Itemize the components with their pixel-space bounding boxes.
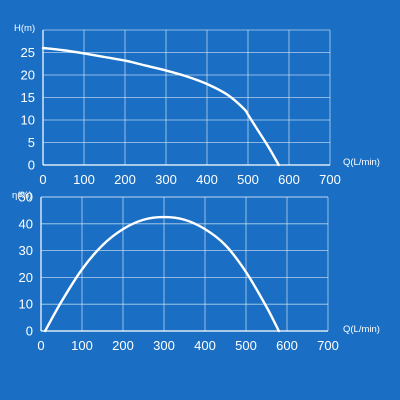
eff-y-axis-label: η(%) [12,190,32,201]
head-y-axis-label: H(m) [14,23,35,34]
head-y-tick-5: 5 [28,135,35,150]
head-x-tick-400: 400 [196,172,218,187]
eff-y-tick-10: 10 [19,297,33,312]
eff-y-tick-50: 50 [19,190,33,205]
head-x-axis-label: Q(L/min) [343,157,380,168]
head-chart: 0 100 200 300 400 500 600 700 0 5 10 15 20 25 H(m) Q(L/… [14,23,380,187]
eff-y-tick-0: 0 [26,324,33,339]
head-x-tick-700: 700 [319,172,341,187]
eff-x-tick-400: 400 [194,338,216,353]
efficiency-chart: 0 100 200 300 400 500 600 700 0 10 20 30 40 50η(%) Q(L… [12,190,380,354]
eff-x-tick-500: 500 [235,338,257,353]
head-x-tick-200: 200 [114,172,136,187]
eff-y-tick-20: 20 [19,270,33,285]
eff-curve-series-0 [43,215,280,333]
head-y-tick-15: 15 [21,90,35,105]
eff-x-tick-600: 600 [276,338,298,353]
head-x-tick-0: 0 [39,172,46,187]
head-y-tick-25: 25 [21,45,35,60]
eff-y-tick-40: 40 [19,216,33,231]
head-y-tick-0: 0 [28,158,35,173]
eff-x-tick-200: 200 [112,338,134,353]
eff-x-tick-700: 700 [317,338,339,353]
eff-x-tick-300: 300 [153,338,175,353]
head-x-tick-300: 300 [155,172,177,187]
eff-x-axis-label: Q(L/min) [343,324,380,335]
head-x-tick-600: 600 [278,172,300,187]
eff-x-tick-100: 100 [71,338,93,353]
head-x-tick-100: 100 [73,172,95,187]
eff-x-tick-0: 0 [37,338,44,353]
head-y-tick-10: 10 [21,113,35,128]
eff-y-tick-30: 30 [19,243,33,258]
head-y-tick-20: 20 [21,68,35,83]
head-curve-series-0 [41,46,280,167]
head-x-tick-500: 500 [237,172,259,187]
